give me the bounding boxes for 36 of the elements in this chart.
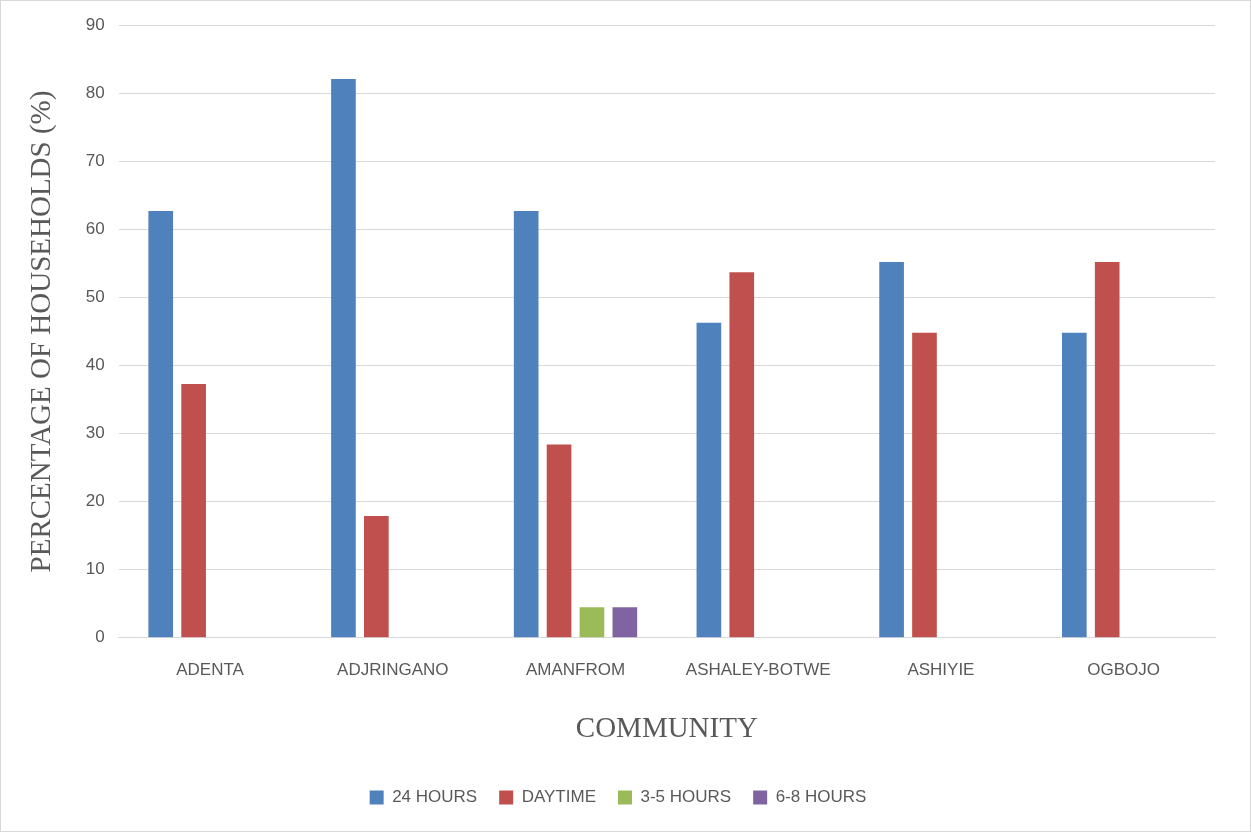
y-tick-label: 20: [85, 491, 105, 511]
y-tick-label: 60: [85, 219, 105, 239]
bar: [148, 211, 174, 638]
x-axis-title: COMMUNITY: [575, 711, 758, 744]
x-tick-label: ADENTA: [176, 659, 245, 679]
y-axis-title: PERCENTAGE OF HOUSEHOLDS (%): [24, 90, 58, 573]
bar: [729, 272, 755, 638]
y-tick-label: 0: [95, 627, 105, 647]
bar: [612, 607, 638, 638]
y-tick-label: 40: [85, 355, 105, 375]
bar: [181, 383, 206, 638]
legend-label: 6-8 HOURS: [775, 787, 867, 807]
legend-label: 3-5 HOURS: [640, 787, 732, 807]
x-tick-label: ASHIYIE: [907, 659, 975, 679]
x-tick-label: ADJRINGANO: [337, 659, 449, 679]
bar: [364, 515, 389, 638]
bar: [912, 332, 937, 638]
x-tick-label: ASHALEY-BOTWE: [685, 659, 831, 679]
bar: [579, 607, 605, 638]
x-tick-label: OGBOJO: [1087, 659, 1161, 679]
y-tick-label: 50: [85, 287, 105, 307]
y-tick-label: 90: [85, 14, 105, 34]
bar: [331, 78, 356, 638]
y-tick-label: 80: [85, 82, 105, 102]
x-tick-label: AMANFROM: [525, 659, 626, 679]
legend-label: DAYTIME: [521, 787, 596, 807]
bar: [546, 444, 572, 638]
bar: [1061, 332, 1087, 638]
legend-label: 24 HOURS: [392, 787, 478, 807]
bar: [879, 262, 904, 638]
bar: [513, 211, 539, 638]
bar: [1094, 262, 1120, 638]
y-tick-label: 70: [85, 151, 105, 171]
y-tick-label: 30: [85, 423, 105, 443]
bar: [696, 322, 722, 638]
y-tick-label: 10: [85, 559, 105, 579]
